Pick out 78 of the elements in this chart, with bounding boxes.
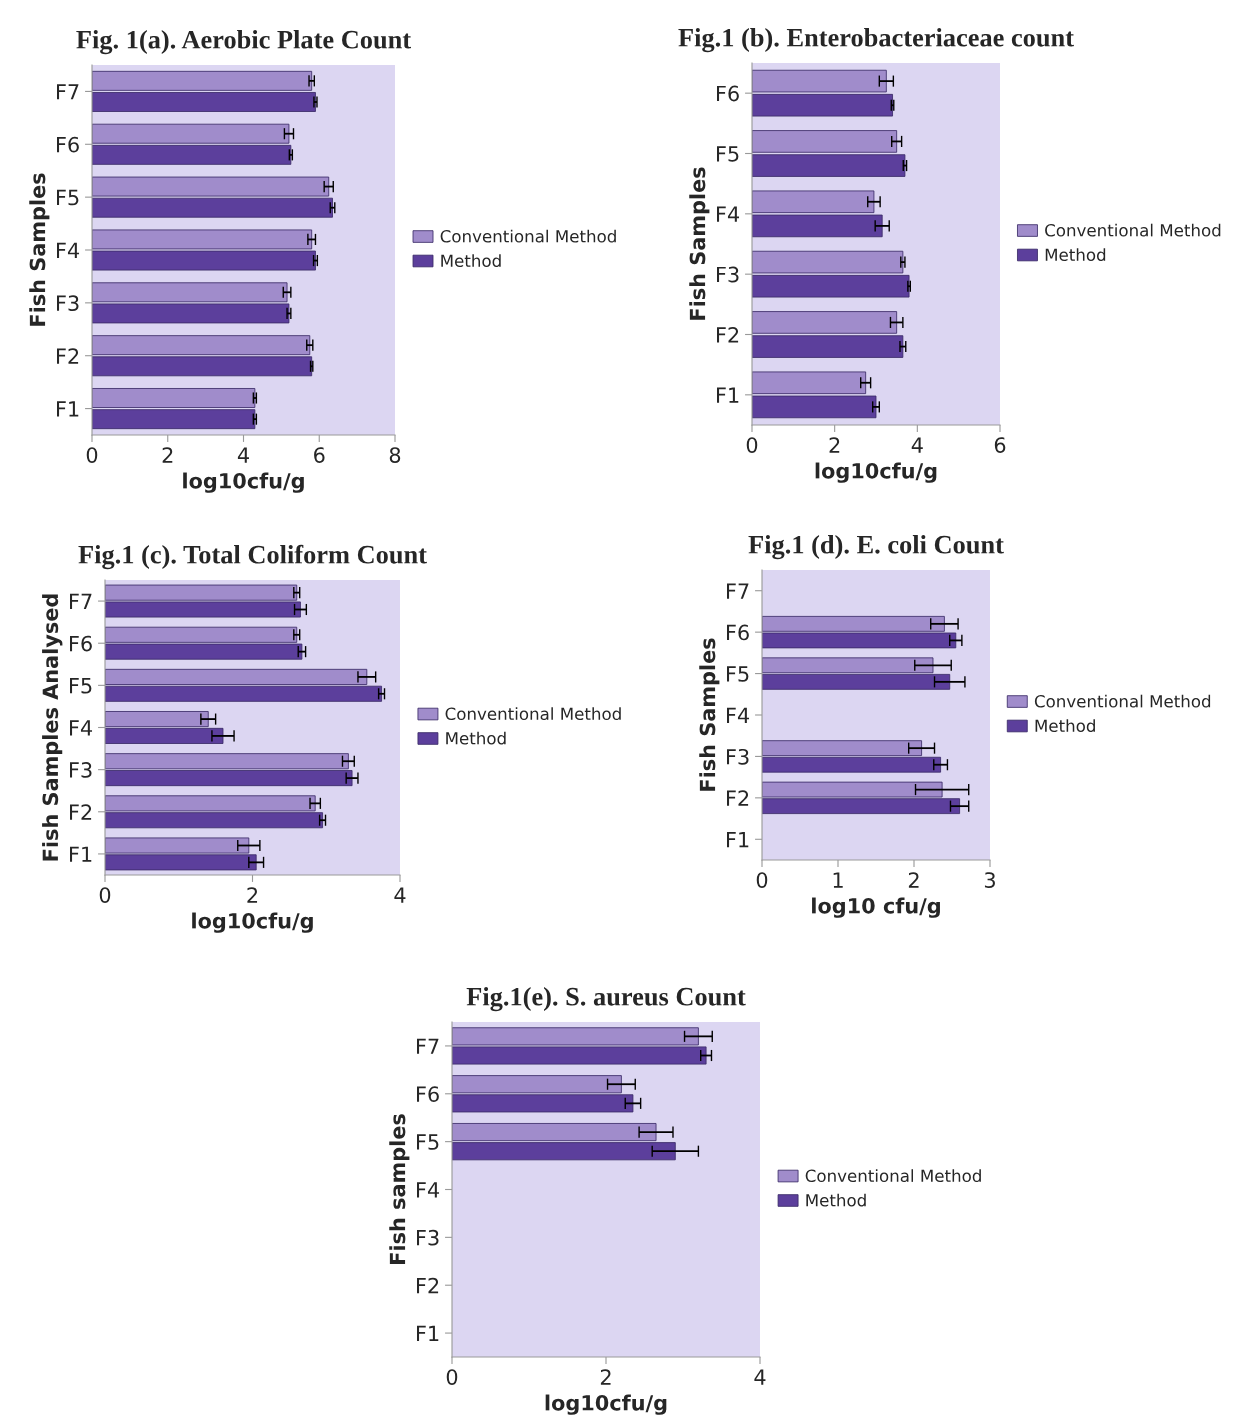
y-tick-label: F2: [717, 326, 739, 343]
y-tick-label: F1: [727, 832, 749, 848]
x-axis-title: log10cfu/g: [815, 462, 937, 483]
y-tick-label: F7: [417, 1038, 439, 1054]
y-tick-label: F1: [70, 846, 92, 862]
x-tick-label: 4: [394, 887, 406, 903]
legend-label: Method: [1035, 719, 1095, 733]
legend-label: Method: [446, 731, 506, 745]
x-tick-label: 8: [389, 447, 401, 463]
y-tick-label: F6: [417, 1086, 439, 1102]
legend-label: Conventional Method: [805, 1169, 981, 1183]
y-axis-title: Fish Samples: [689, 167, 710, 320]
legend-label: Conventional Method: [1034, 694, 1211, 708]
x-tick-label: 2: [600, 1369, 611, 1385]
y-axis-title: Fish Samples: [699, 638, 720, 791]
x-axis-title: log10cfu/g: [545, 1394, 667, 1415]
x-tick-label: 2: [162, 447, 173, 463]
chart-title: Fig.1 (c). Total Coliform Count: [78, 544, 427, 570]
y-tick-label: F3: [417, 1229, 439, 1246]
y-tick-label: F3: [717, 266, 739, 283]
y-tick-label: F7: [70, 593, 92, 609]
chart-title: Fig.1 (d). E. coli Count: [748, 535, 1004, 560]
x-axis-title: log10 cfu/g: [812, 897, 940, 918]
chart-title: Fig.1 (b). Enterobacteriaceae count: [678, 28, 1074, 53]
legend-label: Conventional Method: [440, 229, 616, 243]
y-tick-label: F2: [70, 804, 92, 820]
y-tick-label: F4: [70, 720, 93, 736]
x-tick-label: 4: [237, 447, 249, 463]
y-tick-label: F6: [717, 85, 739, 102]
x-axis-title: log10cfu/g: [192, 912, 313, 933]
y-tick-label: F2: [57, 348, 79, 364]
y-tick-label: F2: [727, 790, 749, 806]
x-tick-label: 4: [754, 1369, 766, 1385]
x-tick-label: 3: [984, 872, 995, 888]
x-tick-label: 2: [908, 872, 919, 888]
x-axis-title: log10cfu/g: [183, 472, 304, 493]
y-tick-label: F4: [417, 1182, 440, 1198]
y-tick-label: F5: [417, 1134, 439, 1150]
chart-title: Fig. 1(a). Aerobic Plate Count: [76, 30, 411, 55]
x-tick-label: 0: [99, 887, 111, 903]
x-tick-label: 0: [756, 872, 768, 888]
y-tick-label: F1: [57, 401, 79, 417]
x-tick-label: 0: [746, 437, 758, 453]
y-tick-label: F7: [727, 583, 749, 599]
y-axis-title: Fish Samples Analysed: [42, 594, 63, 861]
y-tick-label: F1: [717, 387, 739, 403]
y-tick-label: F6: [57, 136, 79, 153]
y-tick-label: F6: [727, 624, 749, 641]
y-tick-label: F4: [727, 707, 750, 723]
y-tick-label: F5: [717, 146, 739, 162]
y-tick-label: F6: [70, 635, 92, 652]
x-tick-label: 6: [994, 437, 1006, 453]
x-tick-label: 0: [446, 1369, 458, 1385]
x-tick-label: 6: [314, 447, 325, 463]
y-axis-title: Fish Samples: [29, 173, 50, 326]
y-tick-label: F3: [70, 762, 92, 778]
legend-label: Method: [441, 254, 501, 268]
y-tick-label: F4: [57, 242, 80, 258]
x-tick-label: 0: [86, 447, 98, 463]
chart-title: Fig.1(e). S. aureus Count: [466, 987, 746, 1012]
y-tick-label: F5: [70, 678, 92, 694]
y-tick-label: F1: [417, 1325, 439, 1341]
y-tick-label: F7: [57, 84, 79, 100]
y-tick-label: F3: [57, 295, 79, 312]
x-tick-label: 1: [833, 872, 843, 888]
y-tick-label: F3: [727, 748, 749, 765]
x-tick-label: 2: [247, 887, 258, 903]
legend-label: Conventional Method: [445, 707, 621, 721]
y-tick-label: F2: [417, 1277, 439, 1294]
legend-label: Method: [1045, 248, 1106, 262]
x-tick-label: 2: [829, 437, 840, 453]
y-tick-label: F4: [717, 206, 740, 222]
x-tick-label: 4: [911, 437, 923, 453]
y-axis-title: Fish samples: [389, 1114, 410, 1264]
legend-label: Method: [806, 1193, 866, 1207]
legend-label: Conventional Method: [1045, 223, 1221, 237]
y-tick-label: F5: [57, 189, 79, 206]
y-tick-label: F5: [727, 666, 749, 682]
